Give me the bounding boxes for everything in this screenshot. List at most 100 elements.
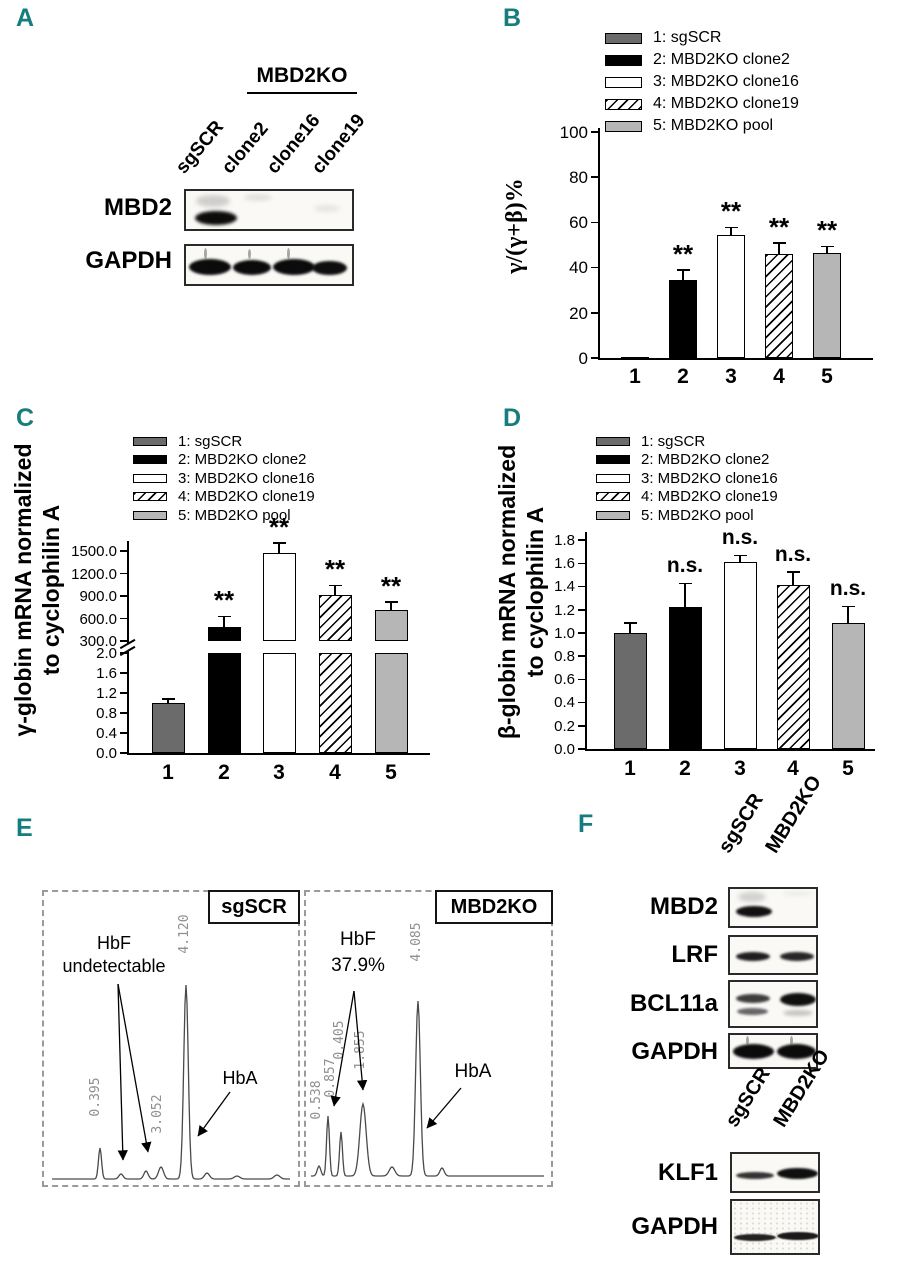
y-tick (120, 732, 127, 734)
error-cap (272, 542, 286, 544)
error-cap (384, 601, 398, 603)
legend-label: 5: MBD2KO pool (178, 506, 291, 524)
protein-band-faint (782, 891, 812, 896)
lane-label-sgscr: sgSCR (171, 116, 229, 178)
legend-item: 1: sgSCR (605, 27, 799, 49)
protein-band (233, 260, 271, 275)
peak-retention-label: 0.395 (88, 1077, 103, 1116)
bar-2 (669, 280, 697, 358)
legend-item: 5: MBD2KO pool (596, 506, 778, 525)
y-tick-label: 900.0 (79, 588, 117, 605)
y-tick-label: 1.8 (554, 532, 575, 549)
y-tick-label: 1.2 (96, 685, 117, 702)
chromatogram-mbd2ko: 0.538 0.857 0.405 1.855 4.085 HbF 37.9% HbA MBD… (304, 890, 553, 1187)
blot-row-label-mbd2: MBD2 (103, 194, 172, 221)
y-tick-label: 2.0 (96, 645, 117, 662)
x-tick-label: 2 (679, 757, 691, 780)
lane-label-sgscr-top: sgSCR (714, 789, 768, 857)
y-tick-label: 0.8 (554, 648, 575, 665)
legend-label: 4: MBD2KO clone19 (653, 95, 799, 112)
legend-swatch (133, 473, 167, 483)
legend-item: 2: MBD2KO clone2 (133, 451, 315, 470)
y-tick (120, 617, 127, 620)
protein-band-faint (196, 195, 230, 207)
protein-band (777, 1044, 816, 1059)
y-axis-line-upper (127, 541, 129, 643)
significance-label: n.s. (774, 542, 812, 566)
hbf-arrow (330, 990, 355, 1107)
x-tick-label: 4 (787, 757, 799, 780)
y-tick-label: 0.4 (554, 694, 575, 712)
error-bar (684, 584, 686, 608)
bar-2-upper (207, 626, 241, 641)
y-tick-label: 1.6 (96, 665, 117, 682)
y-tick (120, 640, 127, 642)
bar-1 (621, 357, 649, 359)
error-bar (730, 228, 732, 235)
legend-panel-b: 1: sgSCR 2: MBD2KO clone2 3: MBD2KO clone1… (605, 27, 799, 137)
legend-swatch (605, 76, 642, 88)
y-tick (591, 131, 598, 133)
x-axis-line (585, 749, 875, 751)
protein-band (734, 1234, 776, 1241)
legend-panel-c: 1: sgSCR 2: MBD2KO clone2 3: MBD2KO clone1… (133, 432, 315, 525)
lane-label-clone2: clone2 (217, 118, 273, 178)
x-tick-label: 5 (385, 761, 397, 784)
y-tick-label: 600.0 (79, 610, 117, 628)
x-tick-label: 3 (273, 761, 285, 784)
bar-4 (776, 585, 810, 749)
hbf-arrow (117, 983, 152, 1153)
y-tick (120, 692, 127, 694)
protein-band (195, 211, 237, 225)
gapdh-blot-panel-f (728, 1033, 818, 1069)
x-tick-label: 3 (734, 757, 746, 780)
klf1-blot-panel-f (730, 1152, 820, 1193)
bar-5-lower (374, 653, 408, 753)
blot-row-label-gapdh2: GAPDH (631, 1213, 718, 1240)
blot-row-label-bcl11a: BCL11a (629, 990, 718, 1017)
panel-d-label: D (503, 404, 522, 432)
error-bar (778, 243, 780, 255)
bar-4-lower (318, 653, 352, 753)
blot-row-label-mbd2: MBD2 (649, 893, 718, 920)
y-tick-label: 40 (569, 258, 588, 278)
legend-swatch (133, 436, 167, 446)
gapdh2-blot-panel-f (730, 1199, 820, 1255)
y-tick (591, 357, 598, 359)
y-tick-label: 0.0 (554, 740, 575, 758)
panel-e-label: E (16, 814, 33, 842)
protein-band-faint (783, 1010, 813, 1016)
legend-label: 4: MBD2KO clone19 (641, 488, 778, 506)
group-header-mbd2ko: MBD2KO (256, 64, 348, 87)
y-tick-label: 300.0 (79, 633, 117, 650)
y-tick (578, 632, 585, 634)
y-tick (591, 176, 598, 178)
legend-item: 5: MBD2KO pool (605, 115, 799, 137)
legend-label: 1: sgSCR (178, 432, 243, 450)
y-tick-label: 1.6 (554, 555, 575, 573)
y-tick (120, 572, 127, 575)
hbf-annotation: undetectable (62, 956, 165, 976)
error-cap (161, 698, 175, 700)
legend-item: 3: MBD2KO clone16 (596, 469, 778, 488)
error-bar (334, 586, 336, 596)
y-tick (578, 701, 585, 704)
y-tick-label: 0.0 (96, 745, 117, 762)
y-tick (578, 678, 585, 681)
legend-label: 1: sgSCR (641, 432, 706, 450)
y-tick-label: 80 (569, 168, 588, 188)
y-tick-label: 100 (559, 122, 588, 142)
legend-swatch (605, 32, 642, 44)
bar-chart-gamma-globin: γ-globin mRNA normalized to cyclophilin … (10, 443, 460, 800)
legend-label: 5: MBD2KO pool (653, 117, 774, 134)
bar-chart-gamma-ratio: γ/(γ+β)% 0 20 40 60 80 100 1 ** 2 ** 3 ** 4 ** 5 (500, 118, 897, 390)
y-tick-label: 1200.0 (71, 565, 117, 583)
group-header-underline (247, 92, 357, 94)
bar-3-lower (262, 653, 296, 753)
x-tick-label: 3 (725, 365, 737, 388)
protein-band-faint (738, 892, 766, 902)
chromatogram-sgscr: 0.395 3.052 4.120 HbF undetectable HbA sgSCR (42, 890, 300, 1187)
y-axis-line (598, 128, 600, 358)
y-axis-line-lower (127, 651, 129, 753)
